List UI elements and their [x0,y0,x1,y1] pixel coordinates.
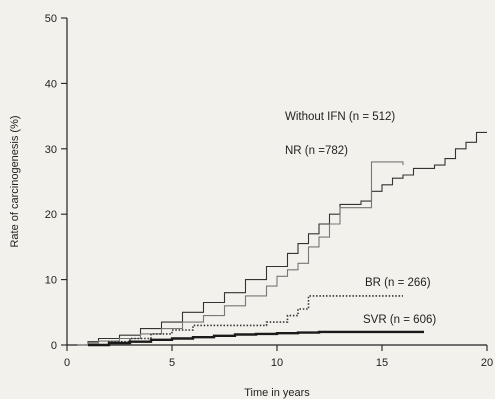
axes-layer: 0 10 20 30 40 50 0 5 10 15 20 Time in years Rate of … [9,13,493,399]
series-line-3 [88,330,424,347]
y-tick-label: 40 [45,78,57,90]
x-tick-label: 5 [169,357,175,369]
x-tick-label: 10 [271,357,283,369]
y-tick-label: 50 [45,13,57,25]
series-line-0 [77,131,487,346]
series-label-0: Without IFN (n = 512) [285,111,395,123]
y-tick-label: 20 [45,209,57,221]
y-tick-label: 0 [51,340,57,352]
y-axis-label: Rate of carcinogenesis (%) [9,115,21,247]
x-axis-label: Time in years [244,387,310,399]
x-tick-label: 15 [376,357,388,369]
x-tick-label: 0 [64,357,70,369]
series-line-2 [88,295,403,346]
series-label-3: SVR (n = 606) [363,314,436,326]
series-label-1: NR (n =782) [285,145,348,157]
series-line-1 [77,161,404,346]
x-tick-label: 20 [481,357,493,369]
y-tick-label: 30 [45,144,57,156]
series-layer [77,131,487,347]
labels-layer: Without IFN (n = 512) NR (n =782) BR (n = … [285,111,436,326]
y-tick-label: 10 [45,275,57,287]
series-label-2: BR (n = 266) [365,277,431,289]
